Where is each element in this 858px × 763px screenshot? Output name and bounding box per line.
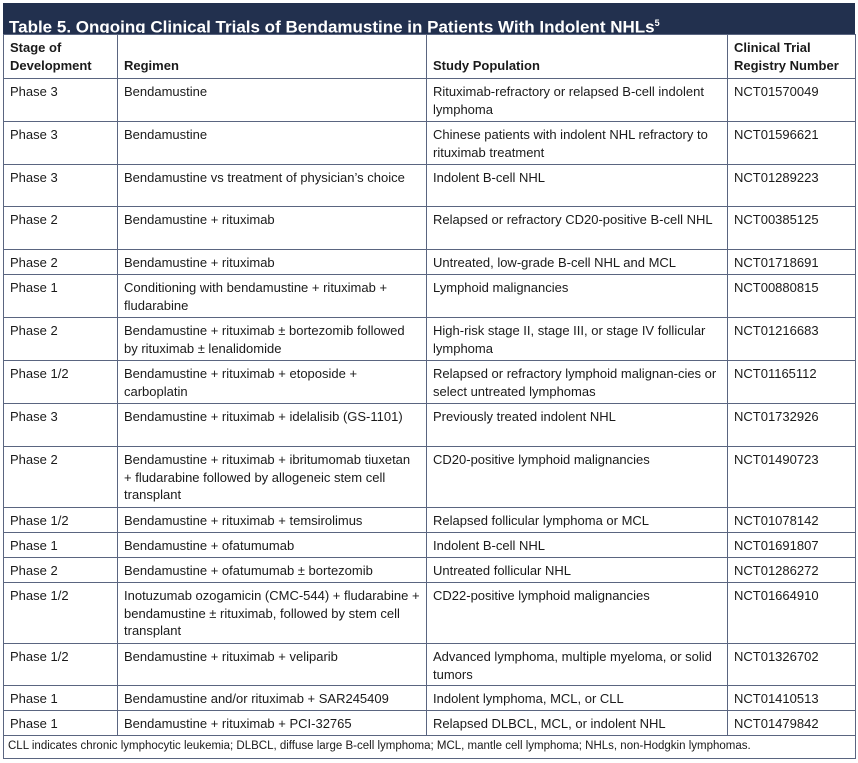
cell-population: Rituximab-refractory or relapsed B-cell …	[426, 78, 728, 122]
table-row: Phase 1/2 Bendamustine + rituximab + veli…	[3, 643, 856, 686]
table-row: Phase 2 Bendamustine + rituximab ± bortez…	[3, 317, 856, 361]
cell-stage: Phase 1	[3, 532, 118, 558]
table-row: Phase 2 Bendamustine + rituximab + ibritu…	[3, 446, 856, 508]
cell-stage: Phase 1/2	[3, 643, 118, 686]
cell-population: Untreated follicular NHL	[426, 557, 728, 583]
cell-population: Relapsed or refractory lymphoid malignan…	[426, 360, 728, 404]
cell-stage: Phase 2	[3, 206, 118, 250]
title-reference: 5	[654, 18, 660, 28]
cell-regimen: Bendamustine + rituximab + ibritumomab t…	[117, 446, 427, 508]
cell-stage: Phase 1/2	[3, 507, 118, 533]
cell-stage: Phase 3	[3, 164, 118, 207]
cell-population: CD22-positive lymphoid malignancies	[426, 582, 728, 644]
table-row: Phase 2 Bendamustine + rituximab Relapsed …	[3, 206, 856, 250]
table-title: Table 5. Ongoing Clinical Trials of Bend…	[3, 3, 855, 34]
cell-regimen: Bendamustine and/or rituximab + SAR24540…	[117, 685, 427, 711]
cell-stage: Phase 3	[3, 121, 118, 165]
cell-population: Previously treated indolent NHL	[426, 403, 728, 447]
column-header-regimen: Regimen	[117, 34, 427, 79]
table-row: Phase 1 Bendamustine + rituximab + PCI-32…	[3, 710, 856, 736]
cell-regimen: Bendamustine + rituximab	[117, 206, 427, 250]
cell-population: Lymphoid malignancies	[426, 274, 728, 318]
cell-population: Advanced lymphoma, multiple myeloma, or …	[426, 643, 728, 686]
cell-regimen: Bendamustine + rituximab ± bortezomib fo…	[117, 317, 427, 361]
cell-registry: NCT01664910	[727, 582, 856, 644]
cell-stage: Phase 2	[3, 249, 118, 275]
cell-stage: Phase 1	[3, 685, 118, 711]
table-row: Phase 1 Bendamustine + ofatumumab Indolent…	[3, 532, 856, 558]
cell-population: Indolent B-cell NHL	[426, 532, 728, 558]
cell-population: Relapsed DLBCL, MCL, or indolent NHL	[426, 710, 728, 736]
cell-regimen: Bendamustine + rituximab + temsirolimus	[117, 507, 427, 533]
cell-registry: NCT01286272	[727, 557, 856, 583]
table-row: Phase 1/2 Bendamustine + rituximab + tems…	[3, 507, 856, 533]
column-header-registry: Clinical Trial Registry Number	[727, 34, 856, 79]
cell-registry: NCT01691807	[727, 532, 856, 558]
cell-registry: NCT01289223	[727, 164, 856, 207]
cell-stage: Phase 3	[3, 78, 118, 122]
cell-stage: Phase 2	[3, 317, 118, 361]
column-header-stage: Stage of Development	[3, 34, 118, 79]
cell-stage: Phase 1/2	[3, 582, 118, 644]
table-row: Phase 3 Bendamustine Chinese patients with…	[3, 121, 856, 165]
cell-stage: Phase 3	[3, 403, 118, 447]
cell-registry: NCT01732926	[727, 403, 856, 447]
clinical-trials-table: Stage of Development Regimen Study Popul…	[3, 34, 856, 759]
cell-registry: NCT01718691	[727, 249, 856, 275]
cell-regimen: Bendamustine	[117, 121, 427, 165]
cell-registry: NCT00385125	[727, 206, 856, 250]
table-row: Phase 1/2 Bendamustine + rituximab + etop…	[3, 360, 856, 404]
cell-population: Relapsed or refractory CD20-positive B-c…	[426, 206, 728, 250]
header-row: Stage of Development Regimen Study Popul…	[3, 34, 856, 79]
table-row: Phase 3 Bendamustine Rituximab-refractory …	[3, 78, 856, 122]
cell-regimen: Bendamustine	[117, 78, 427, 122]
table-row: Phase 1 Conditioning with bendamustine + …	[3, 274, 856, 318]
cell-stage: Phase 1	[3, 274, 118, 318]
cell-stage: Phase 2	[3, 557, 118, 583]
cell-stage: Phase 1	[3, 710, 118, 736]
cell-stage: Phase 2	[3, 446, 118, 508]
cell-registry: NCT01490723	[727, 446, 856, 508]
cell-regimen: Bendamustine + ofatumumab	[117, 532, 427, 558]
cell-regimen: Bendamustine + rituximab	[117, 249, 427, 275]
table-row: Phase 3 Bendamustine vs treatment of phys…	[3, 164, 856, 207]
cell-registry: NCT01479842	[727, 710, 856, 736]
cell-regimen: Bendamustine + rituximab + veliparib	[117, 643, 427, 686]
cell-registry: NCT01596621	[727, 121, 856, 165]
cell-registry: NCT01326702	[727, 643, 856, 686]
table-row: Phase 1 Bendamustine and/or rituximab + S…	[3, 685, 856, 711]
table-row: Phase 1/2 Inotuzumab ozogamicin (CMC-544)…	[3, 582, 856, 644]
cell-regimen: Bendamustine + rituximab + idelalisib (G…	[117, 403, 427, 447]
cell-regimen: Bendamustine + rituximab + etoposide + c…	[117, 360, 427, 404]
cell-registry: NCT01165112	[727, 360, 856, 404]
cell-registry: NCT01410513	[727, 685, 856, 711]
cell-registry: NCT01078142	[727, 507, 856, 533]
cell-registry: NCT00880815	[727, 274, 856, 318]
table-container: Table 5. Ongoing Clinical Trials of Bend…	[3, 3, 856, 759]
footnote: CLL indicates chronic lymphocytic leukem…	[3, 735, 856, 759]
table-row: Phase 2 Bendamustine + rituximab Untreated…	[3, 249, 856, 275]
cell-registry: NCT01570049	[727, 78, 856, 122]
cell-registry: NCT01216683	[727, 317, 856, 361]
table-row: Phase 2 Bendamustine + ofatumumab ± borte…	[3, 557, 856, 583]
column-header-population: Study Population	[426, 34, 728, 79]
cell-population: High-risk stage II, stage III, or stage …	[426, 317, 728, 361]
cell-population: Indolent lymphoma, MCL, or CLL	[426, 685, 728, 711]
cell-population: Untreated, low-grade B-cell NHL and MCL	[426, 249, 728, 275]
cell-population: Indolent B-cell NHL	[426, 164, 728, 207]
title-text: Table 5. Ongoing Clinical Trials of Bend…	[9, 17, 655, 34]
cell-regimen: Conditioning with bendamustine + rituxim…	[117, 274, 427, 318]
cell-regimen: Bendamustine + rituximab + PCI-32765	[117, 710, 427, 736]
cell-stage: Phase 1/2	[3, 360, 118, 404]
cell-regimen: Bendamustine vs treatment of physician’s…	[117, 164, 427, 207]
cell-regimen: Inotuzumab ozogamicin (CMC-544) + fludar…	[117, 582, 427, 644]
table-row: Phase 3 Bendamustine + rituximab + idelal…	[3, 403, 856, 447]
cell-population: CD20-positive lymphoid malignancies	[426, 446, 728, 508]
cell-regimen: Bendamustine + ofatumumab ± bortezomib	[117, 557, 427, 583]
cell-population: Relapsed follicular lymphoma or MCL	[426, 507, 728, 533]
cell-population: Chinese patients with indolent NHL refra…	[426, 121, 728, 165]
